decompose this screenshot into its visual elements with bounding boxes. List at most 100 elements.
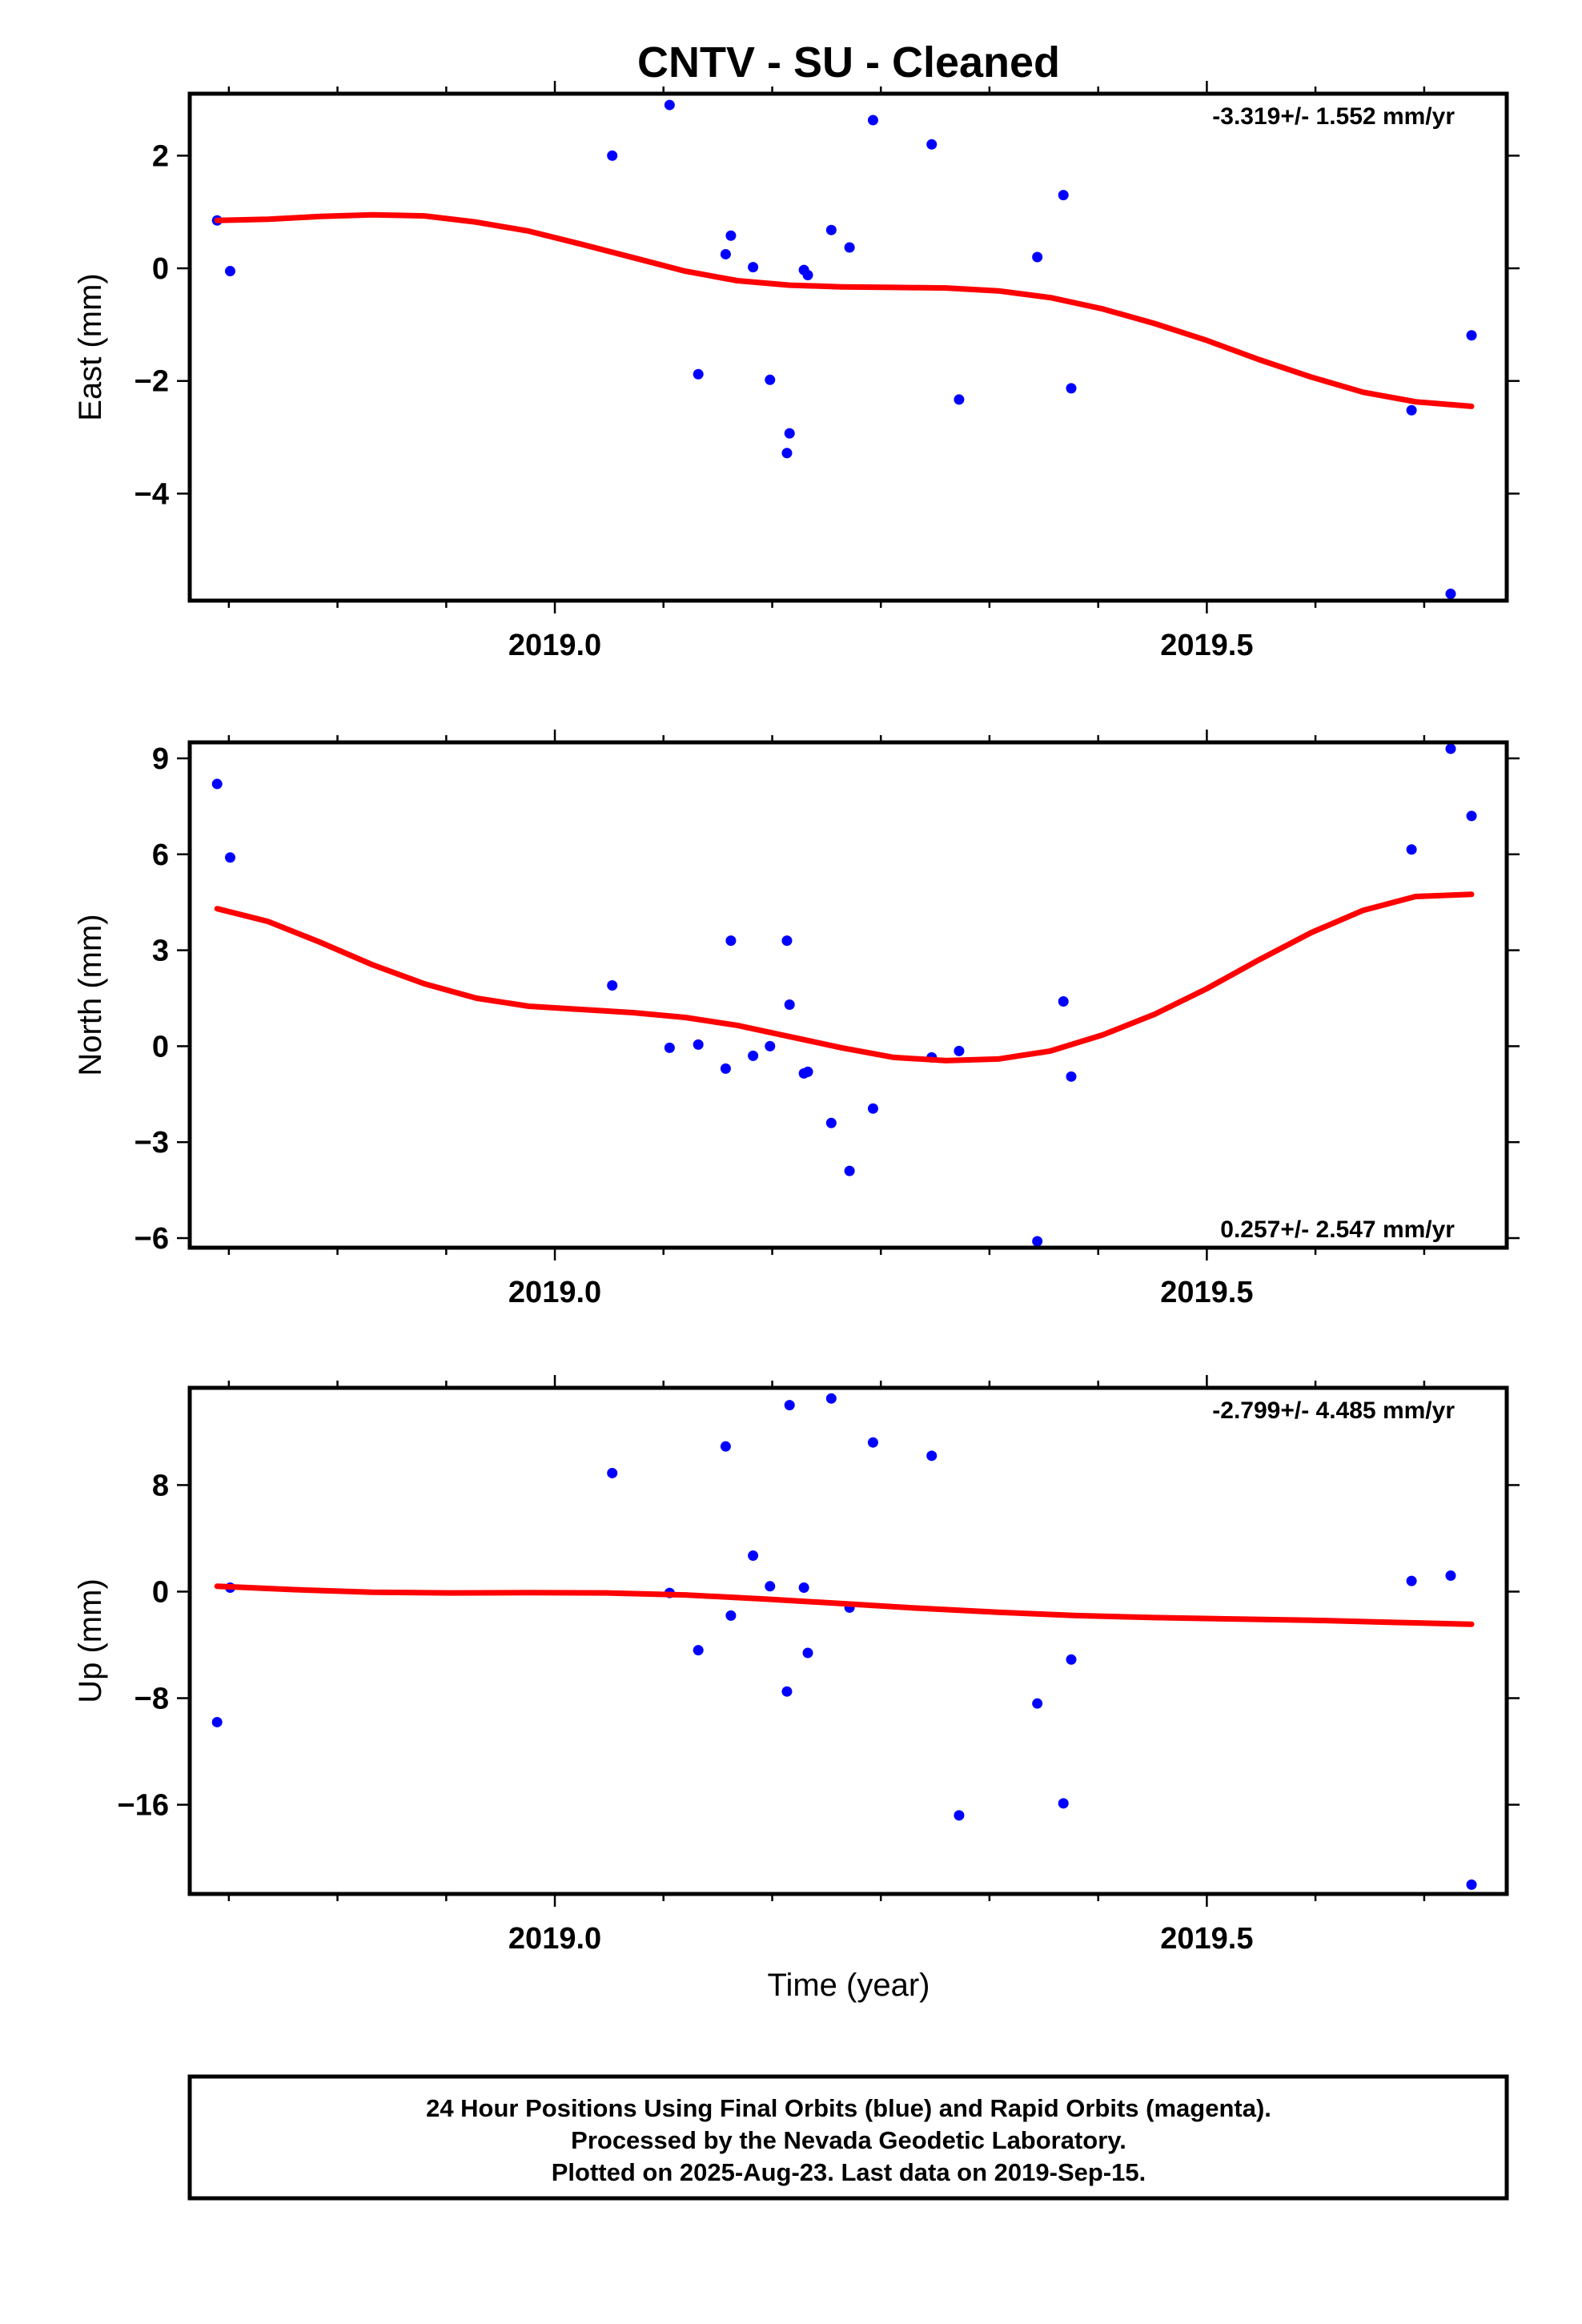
up-points: [211, 1393, 1477, 1890]
up-data-point: [825, 1393, 837, 1404]
east-data-point: [1445, 589, 1456, 600]
north-data-point: [607, 980, 618, 991]
up-fit-curve: [214, 1583, 1475, 1627]
up-plot-frame: [187, 1385, 1509, 1896]
east-data-point: [720, 248, 731, 259]
east-data-point: [1032, 251, 1043, 263]
east-y-tick-label: −4: [135, 477, 169, 511]
north-points: [211, 743, 1477, 1247]
north-plot-frame: [187, 740, 1509, 1250]
north-data-point: [224, 852, 235, 863]
north-data-point: [693, 1039, 704, 1050]
up-y-tick-label: 0: [152, 1575, 169, 1609]
up-y-tick-label: 8: [152, 1469, 169, 1502]
east-x-tick-label: 2019.0: [508, 629, 601, 662]
up-data-point: [784, 1400, 795, 1411]
east-y-tick-label: −2: [135, 365, 169, 399]
east-data-point: [607, 150, 618, 161]
east-data-point: [825, 224, 837, 235]
north-data-point: [1445, 743, 1456, 754]
north-data-point: [825, 1117, 837, 1128]
up-x-tick-label: 2019.0: [508, 1922, 601, 1956]
footer-line-1: 24 Hour Positions Using Final Orbits (bl…: [426, 2094, 1271, 2122]
east-data-point: [781, 448, 793, 459]
east-y-axis-label: East (mm): [73, 273, 108, 420]
east-x-tick-label: 2019.5: [1160, 629, 1253, 662]
east-data-point: [693, 368, 704, 380]
north-data-point: [1466, 810, 1477, 822]
x-axis-label: Time (year): [768, 1968, 930, 2003]
up-data-point: [798, 1582, 809, 1593]
north-y-tick-label: −3: [135, 1126, 169, 1160]
up-data-point: [1058, 1798, 1069, 1809]
east-y-tick-label: 2: [152, 139, 169, 173]
east-data-point: [1066, 383, 1077, 394]
east-rate-label: -3.319+/- 1.552 mm/yr: [1212, 103, 1455, 130]
east-panel: 2019.0 2019.5 2 0 −2 −4 East (mm) -3.319+/- 1.5…: [73, 81, 1520, 662]
up-data-point: [211, 1716, 223, 1727]
up-data-point: [607, 1467, 618, 1478]
north-y-tick-label: −6: [135, 1222, 169, 1256]
up-panel: 2019.0 2019.5 8 0 −8 −16 Up (mm) -2.799+/- 4.48…: [73, 1375, 1520, 1956]
footer-line-2: Processed by the Nevada Geodetic Laborat…: [571, 2126, 1126, 2154]
east-data-point: [954, 394, 965, 405]
up-data-point: [1066, 1654, 1077, 1665]
east-data-point: [664, 99, 675, 111]
north-data-point: [781, 935, 793, 947]
north-panel: 2019.0 2019.5 9 6 3 0 −3 −6 North (mm) 0.257+/- 2…: [73, 730, 1520, 1309]
up-data-point: [802, 1647, 813, 1659]
north-data-point: [1058, 995, 1069, 1007]
east-data-point: [926, 139, 938, 150]
up-y-tick-label: −16: [118, 1789, 169, 1823]
east-data-point: [1406, 404, 1417, 416]
east-data-point: [765, 374, 776, 385]
north-fit-curve: [214, 891, 1475, 1063]
north-data-point: [765, 1040, 776, 1051]
up-data-point: [1406, 1575, 1417, 1586]
north-y-tick-label: 3: [152, 935, 169, 968]
east-data-point: [844, 242, 855, 253]
up-x-tick-label: 2019.5: [1160, 1922, 1253, 1956]
north-data-point: [954, 1045, 965, 1056]
up-data-point: [693, 1645, 704, 1656]
up-y-axis-label: Up (mm): [73, 1578, 108, 1703]
north-data-point: [664, 1042, 675, 1053]
up-data-point: [954, 1810, 965, 1821]
east-data-point: [802, 269, 813, 280]
north-data-point: [725, 935, 737, 947]
up-rate-label: -2.799+/- 4.485 mm/yr: [1212, 1397, 1455, 1424]
east-data-point: [748, 262, 759, 273]
north-y-tick-label: 6: [152, 838, 169, 872]
up-data-point: [748, 1550, 759, 1562]
east-data-point: [1466, 330, 1477, 341]
north-y-axis-label: North (mm): [73, 914, 108, 1076]
figure-title: CNTV - SU - Cleaned: [637, 38, 1060, 86]
up-data-point: [1445, 1570, 1456, 1582]
east-data-point: [1058, 190, 1069, 201]
east-data-point: [867, 115, 878, 126]
east-fit-curve: [214, 211, 1475, 409]
up-data-point: [725, 1610, 737, 1621]
north-y-tick-label: 9: [152, 742, 169, 776]
east-data-point: [725, 230, 737, 241]
east-points: [211, 99, 1477, 600]
north-data-point: [748, 1050, 759, 1061]
footer-frame: [187, 2074, 1509, 2201]
footer-line-3: Plotted on 2025-Aug-23. Last data on 201…: [552, 2158, 1146, 2186]
up-data-point: [1032, 1698, 1043, 1709]
north-data-point: [784, 999, 795, 1010]
east-data-point: [224, 266, 235, 277]
north-rate-label: 0.257+/- 2.547 mm/yr: [1220, 1216, 1455, 1243]
north-x-tick-label: 2019.0: [508, 1276, 601, 1309]
east-y-tick-label: 0: [152, 252, 169, 286]
up-data-point: [765, 1581, 776, 1592]
north-data-point: [720, 1063, 731, 1074]
north-data-point: [802, 1066, 813, 1077]
up-data-point: [720, 1441, 731, 1452]
north-data-point: [1406, 844, 1417, 855]
north-data-point: [844, 1165, 855, 1176]
north-x-tick-label: 2019.5: [1160, 1276, 1253, 1309]
up-data-point: [781, 1686, 793, 1697]
north-y-tick-label: 0: [152, 1030, 169, 1063]
